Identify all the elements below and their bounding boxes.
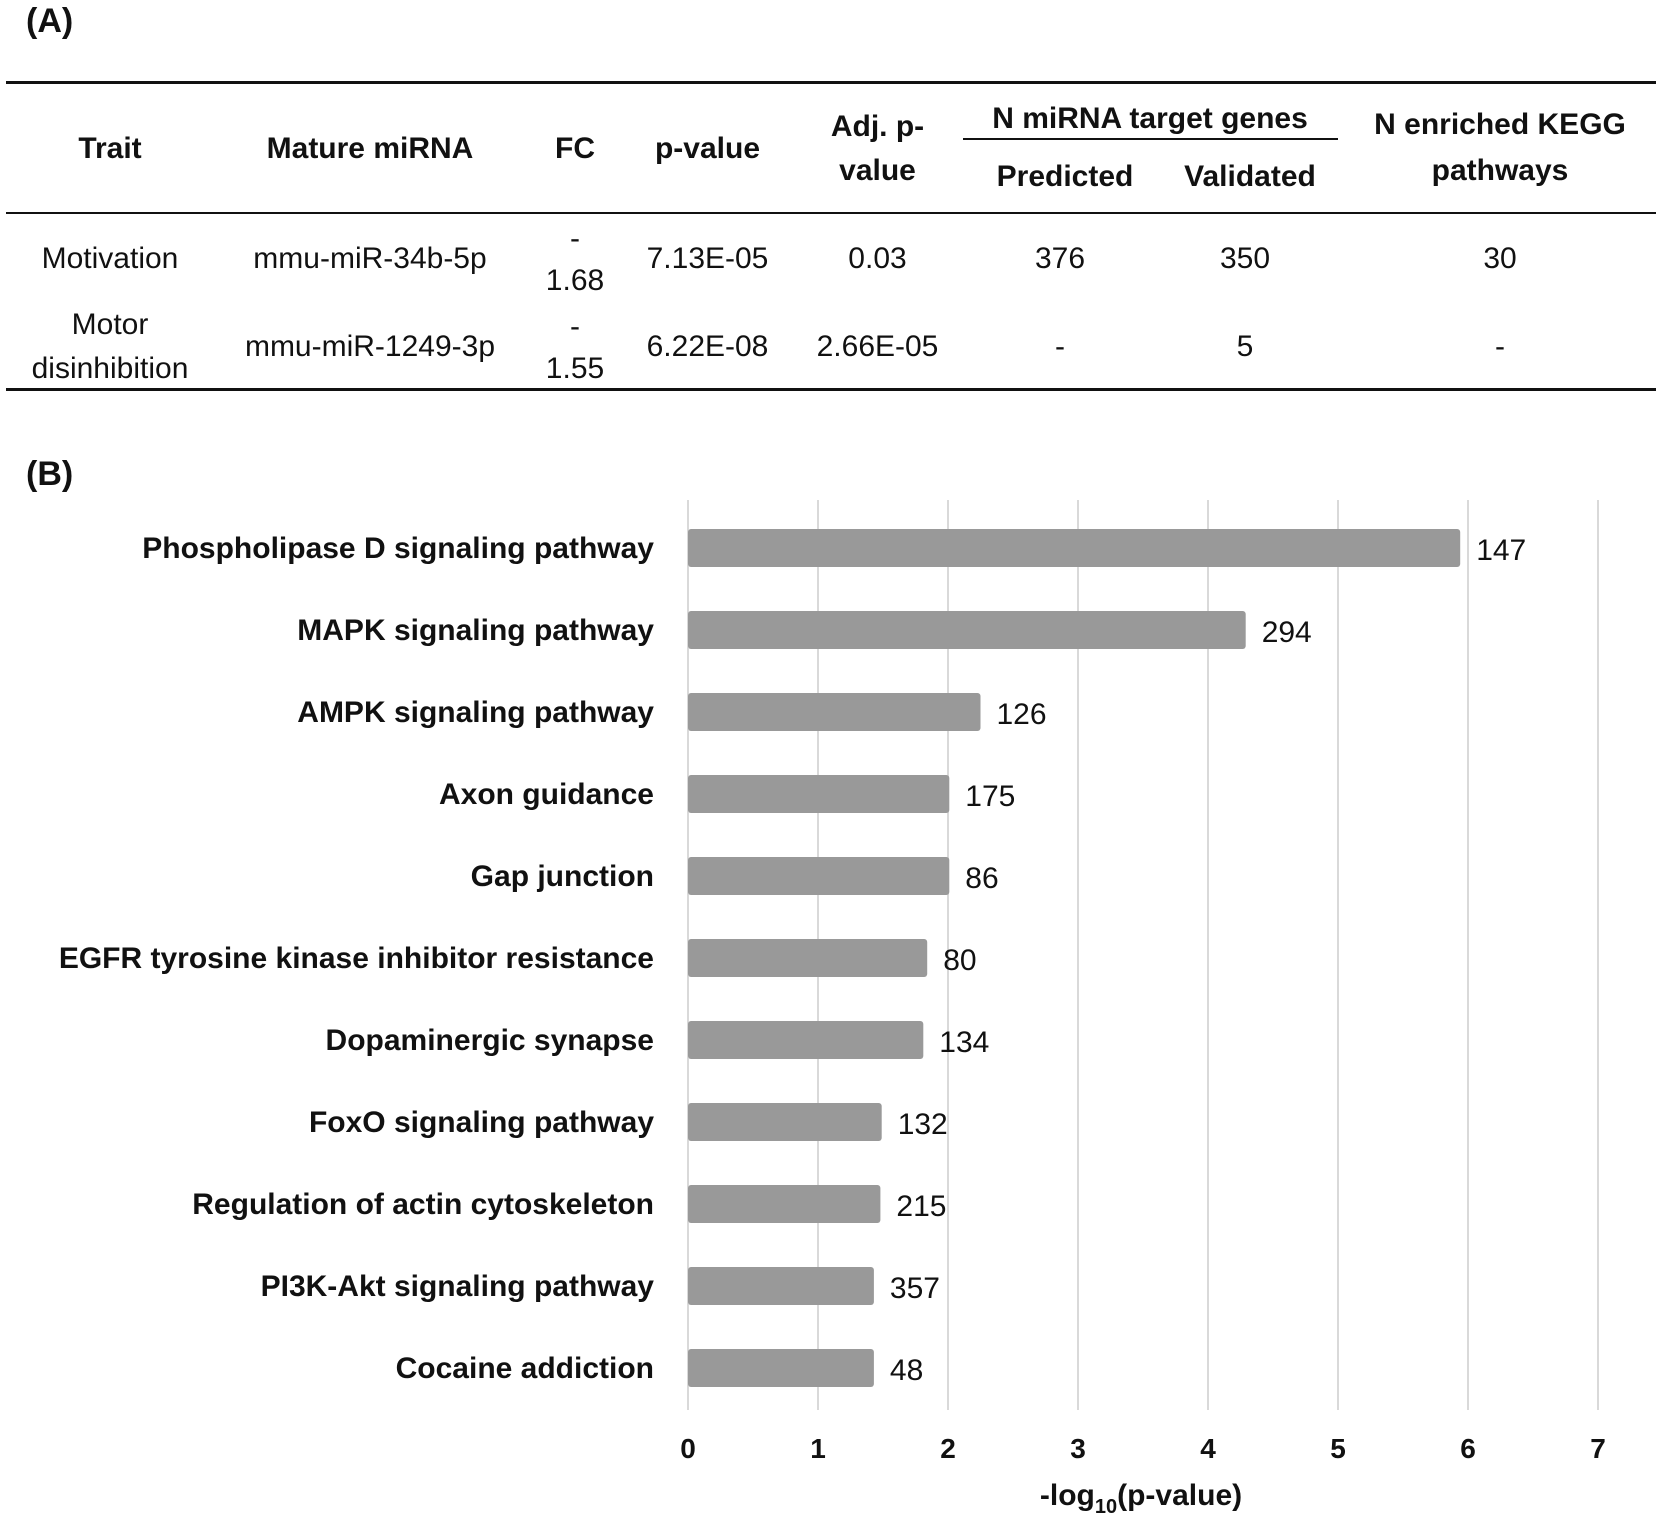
x-tick-4: 4 bbox=[1200, 1433, 1216, 1464]
bar-0 bbox=[688, 529, 1461, 567]
header-validated: Validated bbox=[1184, 160, 1316, 193]
category-label-9: PI3K-Akt signaling pathway bbox=[261, 1270, 655, 1303]
mirna-table: Trait Mature miRNA FC p-value Adj. p- va… bbox=[0, 0, 1662, 400]
header-mature-mirna: Mature miRNA bbox=[266, 132, 474, 165]
bar-1 bbox=[688, 611, 1246, 649]
bar-layer bbox=[688, 529, 1461, 1387]
value-labels: 147 294 126 175 86 80 134 132 215 357 48 bbox=[890, 534, 1526, 1387]
data-label-5: 80 bbox=[943, 944, 976, 977]
bar-9 bbox=[688, 1267, 874, 1305]
category-label-1: MAPK signaling pathway bbox=[297, 614, 654, 647]
row2-fc-value: 1.55 bbox=[545, 352, 605, 385]
header-kegg-line2: pathways bbox=[1431, 154, 1569, 187]
grid-layer bbox=[687, 500, 1599, 1410]
row1-p-value: 7.13E-05 bbox=[646, 242, 769, 275]
row1-fc-value: 1.68 bbox=[545, 264, 605, 297]
row1-validated: 350 bbox=[1219, 242, 1271, 275]
data-label-4: 86 bbox=[965, 862, 998, 895]
row2-predicted: - bbox=[1055, 330, 1065, 363]
row2-adj-p: 2.66E-05 bbox=[816, 330, 939, 363]
table-header-rule bbox=[6, 212, 1656, 214]
header-predicted: Predicted bbox=[996, 160, 1134, 193]
category-labels: Phospholipase D signaling pathway MAPK si… bbox=[59, 532, 655, 1385]
category-label-2: AMPK signaling pathway bbox=[297, 696, 654, 729]
category-label-0: Phospholipase D signaling pathway bbox=[142, 532, 654, 565]
category-label-8: Regulation of actin cytoskeleton bbox=[192, 1188, 654, 1221]
data-label-9: 357 bbox=[890, 1272, 940, 1305]
row2-p-value: 6.22E-08 bbox=[646, 330, 769, 363]
data-label-7: 132 bbox=[898, 1108, 948, 1141]
data-label-2: 126 bbox=[997, 698, 1047, 731]
header-p-value: p-value bbox=[654, 132, 761, 165]
header-kegg-line1: N enriched KEGG bbox=[1374, 108, 1626, 141]
data-label-8: 215 bbox=[896, 1190, 946, 1223]
bar-8 bbox=[688, 1185, 881, 1223]
category-label-7: FoxO signaling pathway bbox=[309, 1106, 654, 1139]
row2-kegg: - bbox=[1495, 330, 1505, 363]
row2-trait-line2: disinhibition bbox=[31, 352, 189, 385]
row2-fc-sign: - bbox=[570, 310, 580, 343]
category-label-10: Cocaine addiction bbox=[396, 1352, 654, 1385]
row2-trait-line1: Motor bbox=[71, 308, 149, 341]
x-tick-1: 1 bbox=[810, 1433, 826, 1464]
chart-svg: Phospholipase D signaling pathway MAPK si… bbox=[59, 500, 1606, 1518]
row1-mirna: mmu-miR-34b-5p bbox=[253, 242, 487, 275]
row2-mirna: mmu-miR-1249-3p bbox=[244, 330, 496, 363]
row2-validated: 5 bbox=[1236, 330, 1254, 363]
data-label-0: 147 bbox=[1476, 534, 1526, 567]
row1-fc-sign: - bbox=[570, 222, 580, 255]
header-target-group: N miRNA target genes bbox=[992, 102, 1308, 135]
data-label-10: 48 bbox=[890, 1354, 923, 1387]
header-fc: FC bbox=[555, 132, 595, 165]
data-label-1: 294 bbox=[1262, 616, 1312, 649]
category-label-3: Axon guidance bbox=[439, 778, 654, 811]
row1-adj-p: 0.03 bbox=[848, 242, 907, 275]
x-tick-6: 6 bbox=[1460, 1433, 1476, 1464]
x-tick-0: 0 bbox=[680, 1433, 696, 1464]
header-trait: Trait bbox=[78, 132, 142, 165]
x-tick-5: 5 bbox=[1330, 1433, 1346, 1464]
row1-kegg: 30 bbox=[1483, 242, 1517, 275]
x-tick-labels: 0 1 2 3 4 5 6 7 bbox=[680, 1433, 1606, 1464]
header-adj-p-line2: value bbox=[839, 154, 916, 187]
category-label-6: Dopaminergic synapse bbox=[326, 1024, 654, 1057]
panel-a-label: (A) bbox=[26, 2, 74, 40]
header-adj-p-line1: Adj. p- bbox=[830, 110, 925, 143]
table-bottom-rule bbox=[6, 388, 1656, 391]
bar-3 bbox=[688, 775, 950, 813]
x-tick-3: 3 bbox=[1070, 1433, 1086, 1464]
kegg-enrichment-chart: Phospholipase D signaling pathway MAPK si… bbox=[0, 480, 1662, 1525]
category-label-5: EGFR tyrosine kinase inhibitor resistanc… bbox=[59, 942, 654, 975]
bar-5 bbox=[688, 939, 928, 977]
x-axis-title: -log10(p-value) bbox=[1040, 1479, 1242, 1518]
panel-b-label: (B) bbox=[26, 455, 74, 493]
target-group-rule bbox=[963, 138, 1338, 140]
x-tick-7: 7 bbox=[1590, 1433, 1606, 1464]
bar-2 bbox=[688, 693, 981, 731]
category-label-4: Gap junction bbox=[471, 860, 654, 893]
bar-10 bbox=[688, 1349, 874, 1387]
x-tick-2: 2 bbox=[940, 1433, 956, 1464]
row1-predicted: 376 bbox=[1034, 242, 1086, 275]
table-top-rule bbox=[6, 81, 1656, 84]
data-label-3: 175 bbox=[965, 780, 1015, 813]
row1-trait: Motivation bbox=[41, 242, 179, 275]
bar-7 bbox=[688, 1103, 882, 1141]
bar-6 bbox=[688, 1021, 924, 1059]
bar-4 bbox=[688, 857, 950, 895]
data-label-6: 134 bbox=[939, 1026, 989, 1059]
